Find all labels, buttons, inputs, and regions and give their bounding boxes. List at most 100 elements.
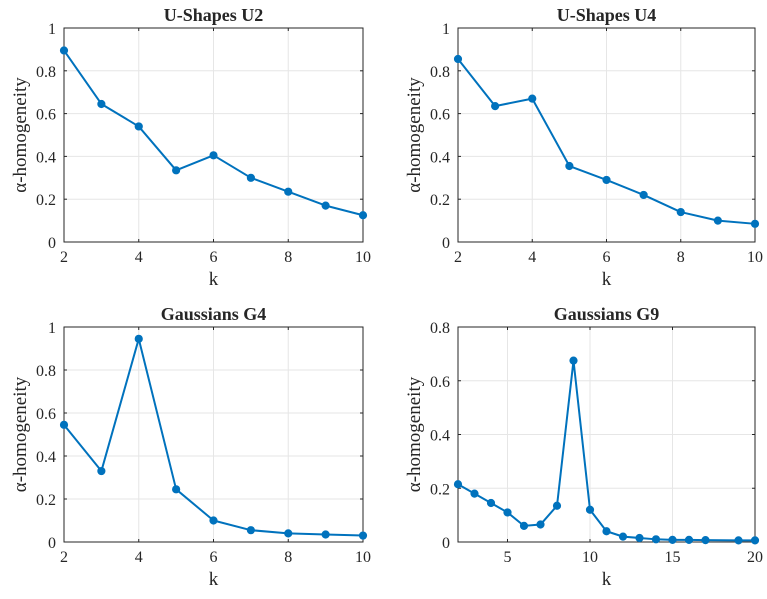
y-axis-label: α-homogeneity: [10, 376, 31, 492]
data-point: [209, 516, 218, 525]
y-tick-label: 0.4: [36, 149, 56, 166]
x-axis-label: k: [209, 569, 219, 590]
data-point: [536, 520, 545, 529]
y-tick-label: 0.2: [430, 481, 450, 498]
data-point: [713, 216, 722, 225]
x-tick-label: 10: [355, 549, 371, 566]
x-tick-label: 6: [210, 549, 218, 566]
y-tick-label: 0: [442, 235, 450, 252]
y-tick-label: 0.8: [430, 320, 450, 337]
data-point: [97, 466, 106, 476]
y-tick-label: 0.2: [36, 492, 56, 509]
x-tick-label: 15: [665, 549, 681, 566]
data-point: [209, 151, 218, 160]
x-tick-label: 4: [528, 249, 536, 266]
chart-panel-1: 2 4 6 8 10 0 0.2 0.4 0.6 0.8 1 U-Shapes U2 k α-homoge…: [10, 5, 371, 290]
y-tick-label: 0: [442, 535, 450, 552]
y-tick-label: 0.8: [36, 363, 56, 380]
x-tick-label: 10: [582, 549, 598, 566]
x-tick-label: 4: [135, 549, 143, 566]
y-tick-label: 0.6: [36, 406, 56, 423]
y-tick-label: 0.6: [430, 107, 450, 124]
y-tick-label: 1: [48, 320, 56, 337]
chart-title: Gaussians G9: [554, 304, 660, 324]
data-point: [172, 166, 181, 175]
x-tick-label: 5: [504, 549, 512, 566]
y-tick-label: 0.6: [36, 107, 56, 124]
data-point: [635, 533, 644, 543]
data-point: [134, 334, 143, 343]
x-axis-label: k: [602, 269, 612, 290]
data-point: [569, 356, 578, 365]
y-tick-label: 0.4: [430, 428, 450, 445]
x-tick-label: 6: [210, 249, 218, 266]
data-point: [59, 46, 69, 55]
y-tick-label: 0.4: [430, 149, 450, 166]
y-tick-label: 0.4: [36, 449, 56, 466]
data-point: [639, 190, 648, 200]
data-point: [602, 527, 611, 536]
x-axis-label: k: [602, 569, 612, 590]
data-point: [491, 102, 500, 111]
data-point: [470, 489, 479, 498]
data-point: [453, 480, 463, 489]
chart-panel-3: 2 4 6 8 10 0 0.2 0.4 0.6 0.8 1 Gaussians G4 k α-homog…: [10, 304, 371, 590]
x-tick-label: 8: [284, 549, 292, 566]
data-point: [585, 505, 595, 514]
data-point: [750, 536, 760, 545]
x-tick-label: 2: [454, 249, 462, 266]
data-point: [668, 535, 677, 544]
data-point: [246, 173, 255, 182]
chart-panel-4: 5 10 15 20 0 0.2 0.4 0.6 0.8 Gaussians G9 k α-homog…: [404, 304, 763, 590]
chart-title: Gaussians G4: [161, 304, 267, 324]
y-tick-label: 0: [48, 235, 56, 252]
x-axis-label: k: [209, 269, 219, 290]
x-tick-label: 20: [747, 549, 763, 566]
data-point: [284, 187, 293, 196]
data-point: [358, 531, 368, 540]
data-point: [651, 535, 661, 544]
x-tick-label: 6: [603, 249, 611, 266]
data-point: [59, 420, 69, 429]
data-point: [734, 536, 743, 545]
y-tick-label: 0.8: [430, 64, 450, 81]
x-tick-label: 2: [60, 249, 68, 266]
data-point: [676, 207, 685, 217]
y-tick-label: 0.2: [36, 192, 56, 209]
data-point: [321, 201, 330, 210]
data-point: [552, 501, 562, 510]
x-tick-label: 8: [284, 249, 292, 266]
data-point: [618, 532, 628, 541]
x-tick-label: 8: [677, 249, 685, 266]
data-point: [486, 498, 496, 508]
y-axis-label: α-homogeneity: [404, 376, 425, 492]
data-point: [358, 211, 368, 220]
y-tick-label: 1: [48, 21, 56, 38]
chart-title: U-Shapes U2: [164, 5, 264, 25]
data-point: [750, 219, 760, 228]
data-point: [565, 161, 574, 171]
data-point: [172, 485, 181, 494]
y-tick-label: 1: [442, 21, 450, 38]
chart-title: U-Shapes U4: [557, 5, 657, 25]
y-tick-label: 0.6: [430, 374, 450, 391]
data-point: [684, 535, 694, 544]
y-axis-label: α-homogeneity: [404, 77, 425, 193]
x-tick-label: 2: [60, 549, 68, 566]
x-tick-label: 10: [747, 249, 763, 266]
data-point: [97, 99, 106, 109]
y-tick-label: 0: [48, 535, 56, 552]
data-point: [503, 508, 512, 517]
data-point: [602, 175, 611, 185]
data-point: [701, 536, 710, 545]
x-tick-label: 4: [135, 249, 143, 266]
y-axis-label: α-homogeneity: [10, 77, 31, 193]
y-tick-label: 0.2: [430, 192, 450, 209]
data-point: [321, 530, 330, 539]
data-point: [519, 521, 529, 530]
data-point: [134, 122, 143, 131]
data-point: [453, 54, 463, 64]
data-point: [528, 94, 537, 103]
chart-panel-2: 2 4 6 8 10 0 0.2 0.4 0.6 0.8 1 U-Shapes U4 k α-homoge…: [404, 5, 763, 290]
